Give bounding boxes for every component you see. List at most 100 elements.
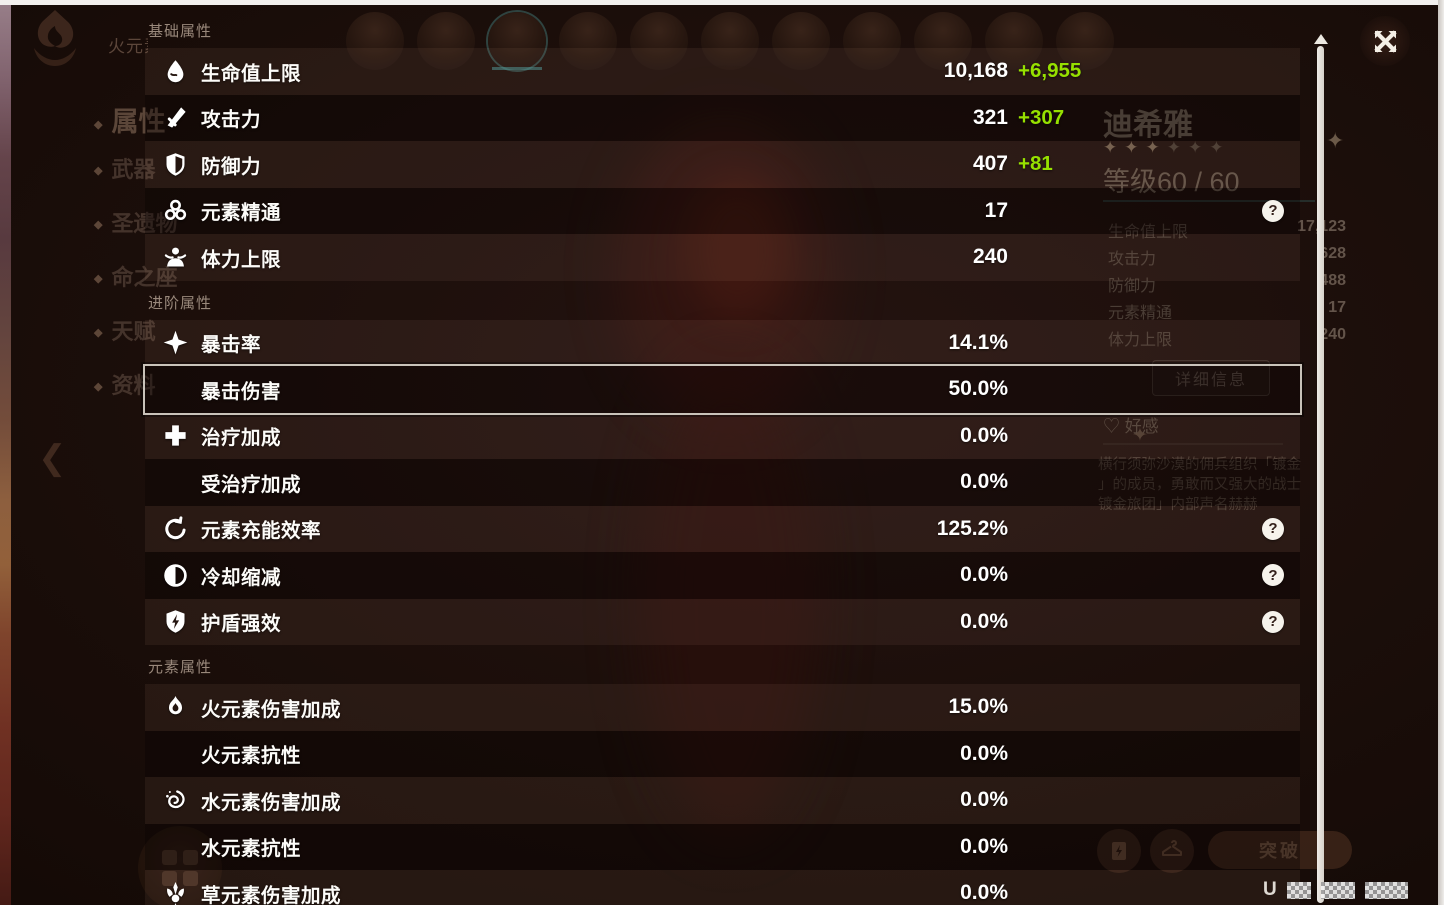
dendro-icon bbox=[162, 880, 189, 905]
hydro-icon bbox=[162, 787, 189, 814]
divider bbox=[1103, 200, 1315, 202]
help-icon[interactable]: ? bbox=[1262, 199, 1284, 222]
uid-censored-block bbox=[1286, 881, 1311, 899]
stat-row[interactable]: 受治疗加成 0.0% bbox=[145, 459, 1300, 506]
stat-label: 火元素抗性 bbox=[201, 745, 302, 768]
sidebar-item-2[interactable]: ◆ 武器 bbox=[94, 157, 156, 182]
close-button[interactable] bbox=[1360, 16, 1410, 66]
stat-row[interactable]: 防御力 407 +81 bbox=[145, 141, 1300, 188]
stat-value: 50.0% bbox=[948, 377, 1008, 401]
stat-value: 15.0% bbox=[948, 695, 1008, 719]
party-avatar[interactable] bbox=[701, 12, 759, 70]
stats-panel: 基础属性 生命值上限 10,168 +6,955 攻击力 321 +307 防御… bbox=[145, 0, 1300, 905]
stat-row[interactable]: 元素精通 17 ? bbox=[145, 187, 1300, 234]
party-avatar[interactable] bbox=[985, 12, 1043, 70]
section-title: 进阶属性 bbox=[148, 294, 213, 312]
stat-bonus: +81 bbox=[1018, 152, 1053, 176]
stat-bonus: +307 bbox=[1018, 105, 1065, 129]
menu-grid-icon bbox=[162, 850, 198, 886]
pyro-icon bbox=[162, 694, 189, 721]
cd-icon bbox=[162, 562, 189, 589]
stat-row[interactable]: 体力上限 240 bbox=[145, 234, 1300, 281]
sidebar-item-6[interactable]: ◆ 资料 bbox=[94, 373, 156, 398]
help-icon[interactable]: ? bbox=[1262, 564, 1284, 587]
stat-row[interactable]: 水元素伤害加成 0.0% bbox=[145, 777, 1300, 824]
diamond-bullet-icon: ◆ bbox=[94, 273, 103, 285]
game-world-edge bbox=[0, 5, 11, 905]
party-avatar[interactable] bbox=[346, 12, 404, 70]
stat-label: 护盾强效 bbox=[201, 613, 282, 636]
crit-icon bbox=[162, 329, 189, 356]
previous-character-chevron-icon[interactable]: ❮ bbox=[38, 439, 67, 477]
stat-row[interactable]: 草元素伤害加成 0.0% bbox=[145, 870, 1300, 905]
stat-value: 10,168 bbox=[943, 59, 1008, 83]
preview-stat-row: 防御力 488 bbox=[1108, 272, 1346, 295]
help-icon[interactable]: ? bbox=[1262, 610, 1284, 633]
sidebar-item-4[interactable]: ◆ 命之座 bbox=[94, 265, 178, 290]
stat-value: 0.0% bbox=[960, 881, 1008, 905]
stat-row[interactable]: 水元素抗性 0.0% bbox=[145, 823, 1300, 870]
character-name: 迪希雅 bbox=[1103, 109, 1193, 142]
stat-row[interactable]: 治疗加成 0.0% bbox=[145, 412, 1300, 459]
stat-row[interactable]: 冷却缩减 0.0% ? bbox=[145, 552, 1300, 599]
party-avatar[interactable] bbox=[488, 12, 546, 70]
detail-info-button[interactable]: 详细信息 bbox=[1152, 360, 1270, 396]
stat-value: 0.0% bbox=[960, 563, 1008, 587]
party-avatar[interactable] bbox=[417, 12, 475, 70]
stamina-icon bbox=[162, 244, 189, 271]
outfit-button[interactable] bbox=[1150, 829, 1194, 873]
stat-section: 基础属性 生命值上限 10,168 +6,955 攻击力 321 +307 防御… bbox=[145, 0, 1300, 281]
scrollbar[interactable] bbox=[1317, 46, 1324, 903]
stat-row[interactable]: 生命值上限 10,168 +6,955 bbox=[145, 48, 1300, 95]
pyro-element-emblem-icon bbox=[28, 8, 82, 70]
stat-section: 元素属性 火元素伤害加成 15.0% 火元素抗性 0.0% 水元素伤害加成 0.… bbox=[145, 653, 1300, 905]
divider bbox=[1103, 443, 1283, 445]
stat-value: 321 bbox=[972, 105, 1008, 129]
diamond-bullet-icon: ◆ bbox=[94, 219, 103, 231]
help-icon[interactable]: ? bbox=[1262, 517, 1284, 540]
stat-value: 0.0% bbox=[960, 423, 1008, 447]
party-avatar[interactable] bbox=[1056, 12, 1114, 70]
stat-label: 元素精通 bbox=[201, 202, 282, 225]
party-avatar[interactable] bbox=[772, 12, 830, 70]
er-icon bbox=[162, 515, 189, 542]
stat-row[interactable]: 暴击伤害 50.0% bbox=[145, 366, 1300, 413]
atk-icon bbox=[162, 104, 189, 131]
stat-label: 草元素伤害加成 bbox=[201, 884, 342, 905]
party-avatar[interactable] bbox=[630, 12, 688, 70]
stat-label: 防御力 bbox=[201, 155, 262, 178]
stat-row[interactable]: 攻击力 321 +307 bbox=[145, 94, 1300, 141]
stat-section: 进阶属性 暴击率 14.1% 暴击伤害 50.0% 治疗加成 0.0% 受治疗加… bbox=[145, 289, 1300, 645]
hanger-icon bbox=[1162, 840, 1182, 856]
stat-row[interactable]: 火元素伤害加成 15.0% bbox=[145, 684, 1300, 731]
character-card-button[interactable] bbox=[1097, 829, 1141, 873]
description-line: 」的成员，勇敢而又强大的战士 bbox=[1098, 477, 1301, 493]
stat-value: 407 bbox=[972, 152, 1008, 176]
stat-row[interactable]: 火元素抗性 0.0% bbox=[145, 730, 1300, 777]
party-avatar[interactable] bbox=[559, 12, 617, 70]
star-icon: ✦ bbox=[1188, 138, 1210, 157]
stat-label: 攻击力 bbox=[201, 109, 262, 132]
window-edge-top bbox=[0, 0, 1444, 5]
stat-row[interactable]: 暴击率 14.1% bbox=[145, 319, 1300, 366]
heart-icon: ♡ bbox=[1103, 417, 1125, 436]
stat-label: 生命值上限 bbox=[201, 62, 302, 85]
stat-value: 0.0% bbox=[960, 834, 1008, 858]
em-icon bbox=[162, 197, 189, 224]
ascend-button[interactable]: 突破 bbox=[1208, 831, 1352, 869]
sidebar-item-5[interactable]: ◆ 天赋 bbox=[94, 319, 156, 344]
section-rows: 暴击率 14.1% 暴击伤害 50.0% 治疗加成 0.0% 受治疗加成 0.0… bbox=[145, 319, 1300, 645]
sparkle-decoration-icon: ✦ bbox=[1326, 128, 1345, 153]
star-icon: ✦ bbox=[1103, 138, 1125, 157]
stat-label: 冷却缩减 bbox=[201, 566, 282, 589]
stat-row[interactable]: 护盾强效 0.0% ? bbox=[145, 598, 1300, 645]
description-line: 镀金旅团」内部声名赫赫 bbox=[1098, 497, 1258, 513]
stat-label: 水元素抗性 bbox=[201, 838, 302, 861]
stat-row[interactable]: 元素充能效率 125.2% ? bbox=[145, 505, 1300, 552]
party-avatar[interactable] bbox=[843, 12, 901, 70]
scrollbar-arrow-icon[interactable] bbox=[1314, 34, 1328, 44]
sidebar-item-1[interactable]: ◆ 属性 bbox=[94, 107, 166, 137]
party-avatar[interactable] bbox=[914, 12, 972, 70]
character-level: 等级60 / 60 bbox=[1103, 167, 1240, 197]
